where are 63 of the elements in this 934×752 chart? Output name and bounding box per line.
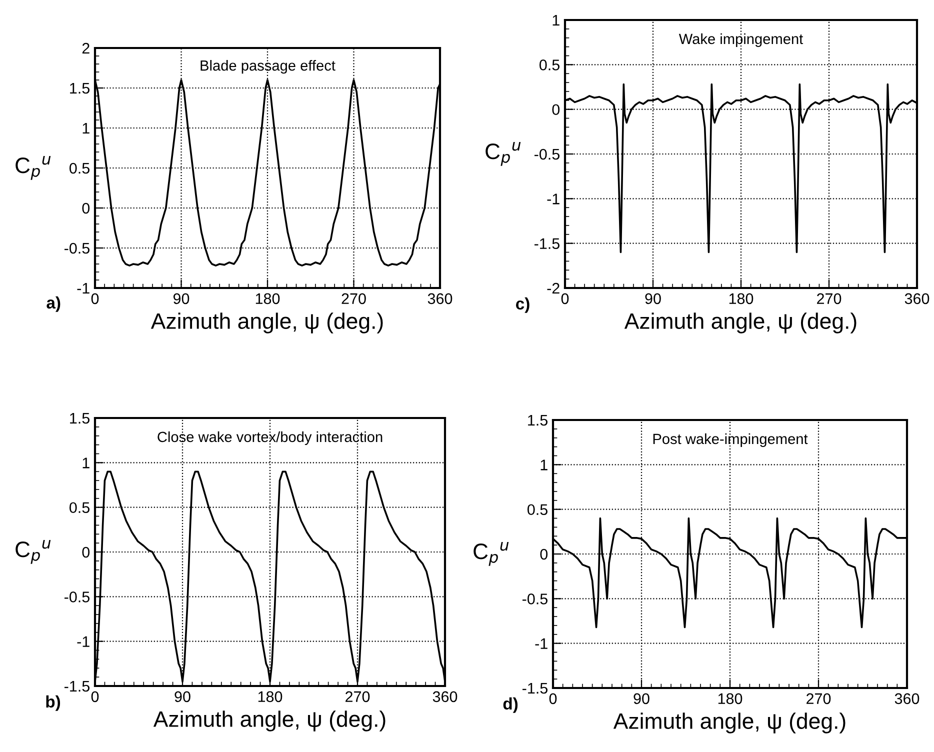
x-tick-label: 360 [904, 293, 930, 304]
x-tick-label: 90 [634, 693, 650, 704]
text: c) [516, 297, 530, 313]
y-tick-label: 1.5 [70, 413, 90, 424]
x-tick-label: 360 [894, 693, 920, 704]
y-tick-label: 1.5 [528, 415, 548, 426]
y-tick-label: 0 [540, 548, 548, 560]
x-tick-label: 180 [258, 691, 282, 702]
x-axis-title: Azimuth angle, ψ (deg.) [624, 312, 856, 334]
y-axis-title: C$_{p}$$^{u}$ [486, 142, 521, 166]
y-axis-title: C$_{p}$$^{u}$ [474, 542, 509, 566]
x-tick-label: 0 [91, 691, 99, 702]
y-tick-label: 0 [82, 546, 90, 558]
x-tick-label: 0 [561, 293, 569, 304]
y-tick-label: 0 [552, 104, 560, 116]
y-tick-label: 1 [82, 458, 90, 468]
y-tick-label: -1 [77, 636, 90, 647]
y-tick-label: -1.5 [534, 238, 560, 250]
text: d) [503, 697, 518, 713]
x-tick-label: 180 [256, 293, 280, 304]
y-tick-label: 0.5 [540, 60, 560, 70]
x-tick-label: 270 [342, 293, 366, 304]
x-tick-label: 90 [173, 293, 190, 304]
x-tick-label: 0 [91, 293, 99, 304]
y-tick-label: 1 [82, 123, 90, 134]
y-tick-label: 1 [552, 15, 560, 26]
y-tick-label: 2 [82, 42, 90, 54]
y-tick-label: -1 [77, 283, 90, 294]
y-tick-label: -0.5 [64, 242, 90, 254]
y-tick-label: -1.5 [522, 683, 548, 694]
y-tick-label: -0.5 [64, 592, 90, 602]
y-tick-label: -0.5 [522, 594, 548, 604]
y-axis-title: C$_{p}$$^{u}$ [16, 540, 51, 564]
y-tick-label: -2 [547, 282, 560, 294]
text: b) [46, 695, 60, 711]
x-tick-label: 360 [428, 293, 452, 304]
y-tick-label: -1 [535, 638, 548, 649]
text: Post wake-impingement [653, 433, 808, 447]
y-tick-label: 0 [82, 202, 90, 214]
y-tick-label: -1.5 [64, 681, 90, 692]
text: Close wake vortex/body interaction [158, 431, 382, 445]
x-tick-label: 360 [432, 691, 458, 702]
x-tick-label: 180 [718, 693, 742, 704]
x-axis-title: Azimuth angle, ψ (deg.) [150, 312, 383, 334]
x-axis-title: Azimuth angle, ψ (deg.) [613, 712, 846, 734]
x-tick-label: 180 [729, 293, 754, 304]
x-axis-title: Azimuth angle, ψ (deg.) [153, 710, 386, 732]
y-axis-title: C$_{p}$$^{u}$ [16, 156, 51, 180]
x-tick-label: 90 [645, 293, 661, 304]
y-tick-label: 1 [540, 460, 548, 470]
x-tick-label: 270 [346, 691, 370, 702]
text: Blade passage effect [200, 60, 336, 74]
y-tick-label: 0.5 [70, 502, 90, 514]
x-tick-label: 90 [174, 691, 190, 702]
y-tick-label: -1 [547, 194, 560, 204]
y-tick-label: 1.5 [70, 83, 90, 94]
y-tick-label: -0.5 [534, 148, 560, 160]
y-tick-label: 0.5 [528, 504, 548, 516]
x-tick-label: 270 [806, 693, 831, 704]
y-tick-label: 0.5 [70, 162, 90, 174]
text: Wake impingement [678, 33, 804, 47]
x-tick-label: 270 [817, 293, 842, 304]
text: a) [46, 296, 60, 312]
